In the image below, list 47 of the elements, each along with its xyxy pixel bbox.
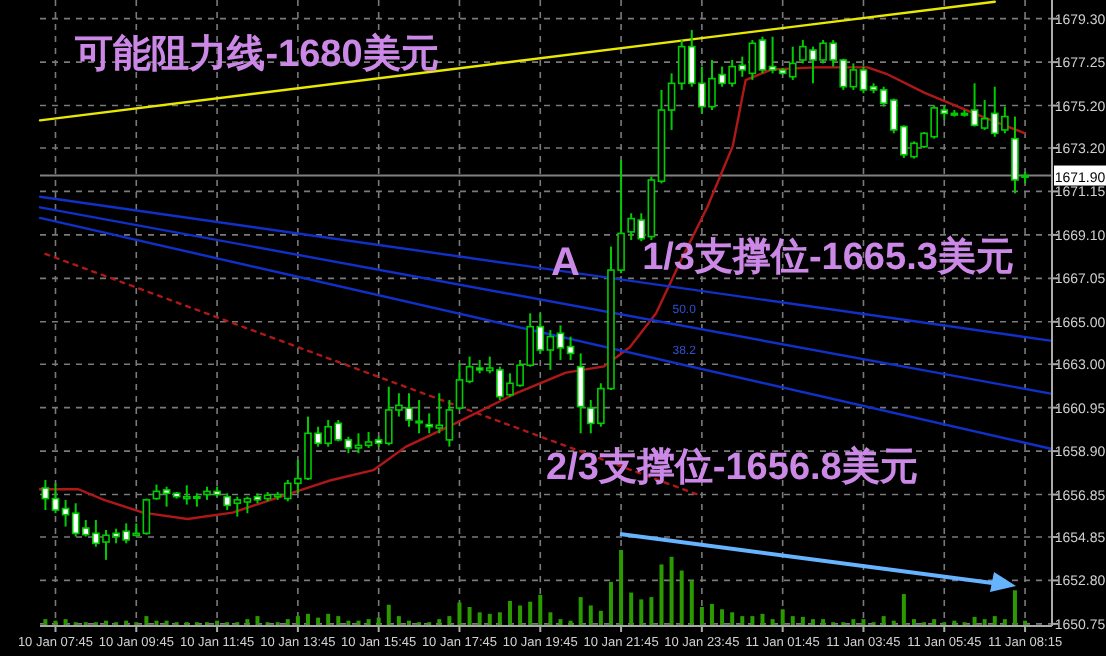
bar bbox=[487, 613, 492, 626]
bar bbox=[992, 616, 997, 626]
bar bbox=[598, 610, 603, 626]
bar bbox=[608, 581, 613, 626]
bar bbox=[629, 592, 634, 626]
bar bbox=[780, 609, 785, 626]
bar bbox=[477, 612, 482, 626]
bar bbox=[669, 556, 674, 626]
bar bbox=[447, 616, 452, 626]
bar bbox=[507, 600, 512, 626]
bar bbox=[689, 580, 694, 626]
bar bbox=[659, 564, 664, 626]
bar bbox=[457, 602, 462, 626]
bar bbox=[528, 601, 533, 626]
annotation: 2/3支撑位-1656.8美元 bbox=[546, 444, 918, 489]
bar bbox=[639, 599, 644, 626]
bar bbox=[901, 594, 906, 626]
bar bbox=[588, 605, 593, 626]
bar bbox=[881, 616, 886, 626]
bar bbox=[336, 616, 341, 626]
bar bbox=[305, 613, 310, 626]
bar bbox=[386, 604, 391, 626]
bar bbox=[740, 616, 745, 626]
bar bbox=[326, 613, 331, 626]
bar bbox=[467, 607, 472, 626]
bar bbox=[295, 616, 300, 626]
bar bbox=[760, 613, 765, 626]
bar bbox=[619, 550, 624, 626]
bar bbox=[497, 612, 502, 626]
bar bbox=[790, 616, 795, 626]
bar bbox=[730, 612, 735, 626]
bar bbox=[750, 616, 755, 626]
bar bbox=[518, 605, 523, 626]
bar bbox=[538, 594, 543, 626]
bar bbox=[144, 616, 149, 626]
bar bbox=[255, 616, 260, 626]
bar bbox=[699, 607, 704, 626]
bar bbox=[396, 616, 401, 626]
bar bbox=[649, 597, 654, 626]
bar bbox=[709, 603, 714, 626]
bar bbox=[548, 612, 553, 626]
bar bbox=[578, 597, 583, 626]
bar bbox=[1012, 590, 1017, 626]
annotation: 可能阻力线-1680美元 bbox=[73, 31, 439, 76]
bar bbox=[679, 570, 684, 626]
bar bbox=[720, 609, 725, 626]
candlestick bbox=[576, 352, 585, 435]
